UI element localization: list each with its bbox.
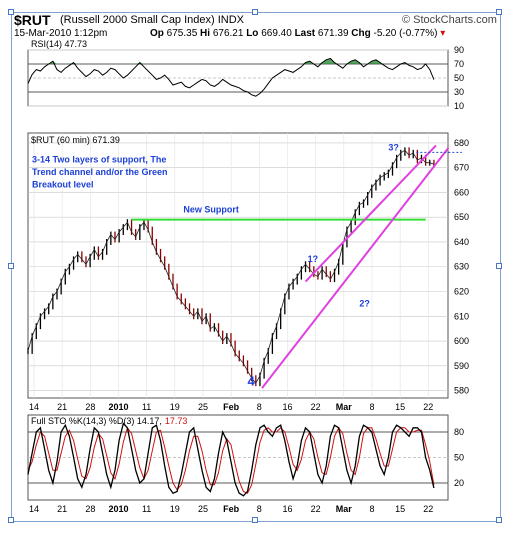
resize-handle-left[interactable] (8, 263, 14, 269)
sto-date-label: 25 (198, 504, 208, 514)
price-tick-label: 640 (454, 237, 469, 247)
chart-symbol: $RUT (14, 12, 51, 28)
price-tick-label: 600 (454, 336, 469, 346)
last-value: 671.39 (317, 28, 349, 39)
sto-date-label: 28 (85, 504, 95, 514)
sto-date-label: 15 (395, 504, 405, 514)
sto-date-label: 8 (369, 504, 374, 514)
price-annotation: 1? (308, 254, 319, 264)
rsi-tick-label: 50 (454, 73, 464, 83)
change-down-icon: ▾ (440, 28, 446, 39)
sto-d-line (27, 426, 435, 494)
channel-line (304, 144, 437, 283)
sto-date-label: Feb (223, 504, 240, 514)
sto-date-label: 11 (142, 504, 151, 514)
high-value: 676.21 (212, 28, 244, 39)
sto-date-label: 19 (170, 504, 180, 514)
change-value: -5.20 (-0.77%) (373, 28, 438, 39)
price-date-label: Feb (223, 402, 240, 412)
resize-handle-top[interactable] (252, 9, 258, 15)
chart-date: 15-Mar-2010 1:12pm (14, 28, 108, 39)
resize-handle-bottom[interactable] (252, 517, 258, 523)
price-date-label: 21 (57, 402, 67, 412)
price-tick-label: 680 (454, 138, 469, 148)
sto-date-label: 8 (257, 504, 262, 514)
quote-bar: Op 675.35 Hi 676.21 Lo 669.40 Last 671.3… (150, 28, 445, 39)
rsi-tick-label: 70 (454, 59, 464, 69)
price-tick-label: 650 (454, 212, 469, 222)
resize-handle-top-left[interactable] (8, 9, 14, 15)
price-annotation: 2? (359, 298, 370, 308)
price-tick-label: 610 (454, 311, 469, 321)
sto-date-label: 14 (29, 504, 39, 514)
rsi-line (27, 57, 435, 97)
open-label: Op (150, 28, 164, 39)
price-tick-label: 620 (454, 287, 469, 297)
price-date-label: 19 (170, 402, 180, 412)
sto-k-line (27, 422, 435, 497)
price-tick-label: 580 (454, 386, 469, 396)
resize-handle-bottom-right[interactable] (496, 517, 502, 523)
chart-symbol-name: (Russell 2000 Small Cap Index) INDX (60, 14, 245, 26)
price-tick-label: 630 (454, 262, 469, 272)
sto-legend: Full STO %K(14,3) %D(3) 14.17, (31, 416, 162, 426)
brand-label: © StockCharts.com (402, 14, 497, 26)
last-label: Last (294, 28, 316, 39)
price-annotation: New Support (183, 204, 239, 214)
price-annotation: 4 (248, 374, 256, 389)
price-date-label: 16 (282, 402, 292, 412)
price-annotation: Trend channel and/or the Green (32, 167, 168, 177)
price-tick-label: 670 (454, 163, 469, 173)
rsi-overbought-fill (28, 58, 434, 64)
price-annotation: 3-14 Two layers of support, The (32, 155, 166, 165)
price-tick-label: 660 (454, 187, 469, 197)
price-date-label: 25 (198, 402, 208, 412)
sto-date-label: 21 (57, 504, 67, 514)
open-value: 675.35 (166, 28, 198, 39)
sto-date-label: 2010 (108, 504, 128, 514)
price-date-label: 8 (369, 402, 374, 412)
low-label: Lo (246, 28, 259, 39)
sto-date-label: 22 (311, 504, 321, 514)
price-tick-label: 590 (454, 361, 469, 371)
sto-tick-label: 20 (454, 478, 464, 488)
rsi-tick-label: 30 (454, 87, 464, 97)
price-date-label: 11 (142, 402, 151, 412)
sto-legend-d: 17.73 (165, 416, 188, 426)
price-date-label: 14 (29, 402, 39, 412)
price-line (27, 149, 435, 384)
channel-line (261, 147, 450, 389)
sto-date-label: 16 (282, 504, 292, 514)
price-date-label: 15 (395, 402, 405, 412)
sto-tick-label: 50 (454, 453, 464, 463)
price-annotation: 3? (388, 142, 399, 152)
price-date-label: Mar (336, 402, 353, 412)
low-value: 669.40 (261, 28, 292, 39)
resize-handle-bottom-left[interactable] (8, 517, 14, 523)
rsi-tick-label: 10 (454, 101, 464, 111)
price-annotation: Breakout level (32, 179, 94, 189)
sto-date-label: Mar (336, 504, 353, 514)
resize-handle-top-right[interactable] (496, 9, 502, 15)
price-date-label: 22 (311, 402, 321, 412)
price-date-label: 8 (257, 402, 262, 412)
high-label: Hi (200, 28, 211, 39)
price-date-label: 28 (85, 402, 95, 412)
price-date-label: 22 (423, 402, 433, 412)
price-panel (27, 132, 449, 399)
price-date-label: 2010 (108, 402, 128, 412)
resize-handle-right[interactable] (496, 263, 502, 269)
change-label: Chg (351, 28, 371, 39)
sto-date-label: 22 (423, 504, 433, 514)
rsi-tick-label: 90 (454, 45, 464, 55)
sto-tick-label: 80 (454, 427, 464, 437)
price-legend: $RUT (60 min) 671.39 (31, 135, 120, 145)
rsi-legend: RSI(14) 47.73 (31, 39, 87, 49)
